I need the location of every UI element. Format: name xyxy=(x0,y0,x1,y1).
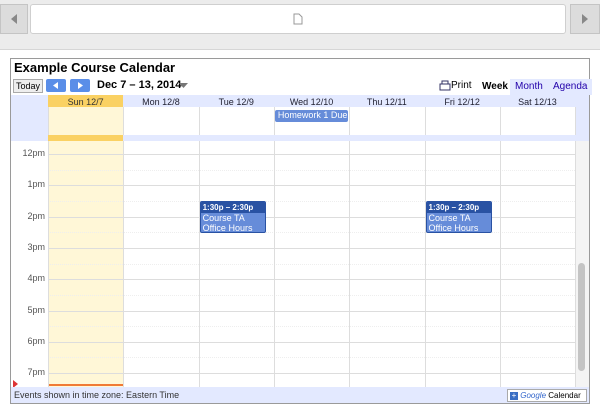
half-hour-line xyxy=(48,263,575,265)
day-divider xyxy=(48,107,49,135)
half-hour-line xyxy=(48,200,575,202)
hour-label: 5pm xyxy=(27,304,45,315)
all-day-event[interactable]: Homework 1 Due xyxy=(274,110,349,122)
hour-line xyxy=(48,310,575,312)
calendar-frame: Example Course Calendar Today Dec 7 – 13… xyxy=(10,58,593,404)
print-link[interactable]: Print xyxy=(451,80,472,91)
hour-label: 6pm xyxy=(27,335,45,346)
brand: Google xyxy=(520,391,547,400)
half-hour-line xyxy=(48,294,575,296)
button-label: Calendar xyxy=(548,391,581,400)
calendar-title: Example Course Calendar xyxy=(14,60,176,75)
address-bar[interactable] xyxy=(30,4,566,34)
date-range: Dec 7 – 13, 2014 xyxy=(97,79,182,91)
day-header[interactable]: Tue 12/9 xyxy=(218,97,254,107)
view-tab[interactable]: Month xyxy=(510,79,548,95)
day-divider xyxy=(123,141,125,387)
hour-label: 12pm xyxy=(22,148,45,158)
hour-line xyxy=(48,216,575,218)
back-button[interactable] xyxy=(0,4,28,34)
hour-label: 4pm xyxy=(27,273,45,284)
forward-button[interactable] xyxy=(570,4,600,34)
day-divider xyxy=(499,107,501,135)
hour-line xyxy=(48,341,575,343)
day-divider xyxy=(349,107,351,135)
hour-label: 3pm xyxy=(27,241,45,252)
day-header[interactable]: Wed 12/10 xyxy=(289,97,334,107)
dropdown-icon[interactable] xyxy=(179,83,188,89)
event-time: 1:30p – 2:30p xyxy=(200,201,265,213)
hour-line xyxy=(48,279,575,281)
day-divider xyxy=(273,107,275,135)
hour-label: 7pm xyxy=(27,367,45,378)
hour-line xyxy=(48,247,575,249)
half-hour-line xyxy=(48,357,575,359)
day-divider xyxy=(198,141,200,387)
half-hour-line xyxy=(48,169,575,171)
hour-label: 2pm xyxy=(27,210,45,221)
day-header[interactable]: Fri 12/12 xyxy=(444,97,480,107)
day-divider xyxy=(349,141,351,387)
event-title: Course TA Office Hours xyxy=(202,212,253,233)
day-divider xyxy=(575,107,577,135)
scrollbar-thumb[interactable] xyxy=(578,263,585,371)
day-divider xyxy=(273,141,275,387)
hour-line xyxy=(48,185,575,187)
half-hour-line xyxy=(48,326,575,328)
event[interactable]: 1:30p – 2:30p Course TA Office Hours xyxy=(425,200,492,233)
day-divider xyxy=(48,141,49,387)
hour-label: 1pm xyxy=(27,179,45,190)
time-grid: 12pm 1pm 2pm 3pm 4pm 5pm 6pm 7pm 1:30p – 2:30p Co… xyxy=(11,141,589,387)
current-time-line xyxy=(48,384,123,386)
event[interactable]: 1:30p – 2:30p Course TA Office Hours xyxy=(199,200,266,233)
day-divider xyxy=(198,107,200,135)
next-button[interactable] xyxy=(70,79,90,92)
day-divider xyxy=(424,107,426,135)
prev-button[interactable] xyxy=(46,79,66,92)
day-divider xyxy=(123,107,125,135)
view-tab[interactable]: Agenda xyxy=(548,79,593,95)
view-tab[interactable]: Week xyxy=(477,79,513,95)
today-all-day xyxy=(48,107,123,135)
event-title: Course TA Office Hours xyxy=(428,212,479,233)
half-hour-line xyxy=(48,232,575,234)
hour-line xyxy=(48,154,575,155)
hour-line xyxy=(48,373,575,375)
footer xyxy=(11,387,589,403)
day-header[interactable]: Sun 12/7 xyxy=(67,97,104,107)
day-header[interactable]: Sat 12/13 xyxy=(518,97,557,107)
print-icon[interactable] xyxy=(439,80,451,92)
day-divider xyxy=(424,141,426,387)
google-calendar-button[interactable]: + Google Calendar xyxy=(507,389,587,402)
timezone-note: Events shown in time zone: Eastern Time xyxy=(14,390,180,400)
day-header[interactable]: Thu 12/11 xyxy=(366,97,407,107)
current-time-marker xyxy=(13,380,18,387)
event-time: 1:30p – 2:30p xyxy=(426,201,491,213)
today-button[interactable]: Today xyxy=(13,79,44,93)
day-divider xyxy=(499,141,501,387)
day-header[interactable]: Mon 12/8 xyxy=(142,97,180,107)
browser-bar xyxy=(0,0,600,50)
